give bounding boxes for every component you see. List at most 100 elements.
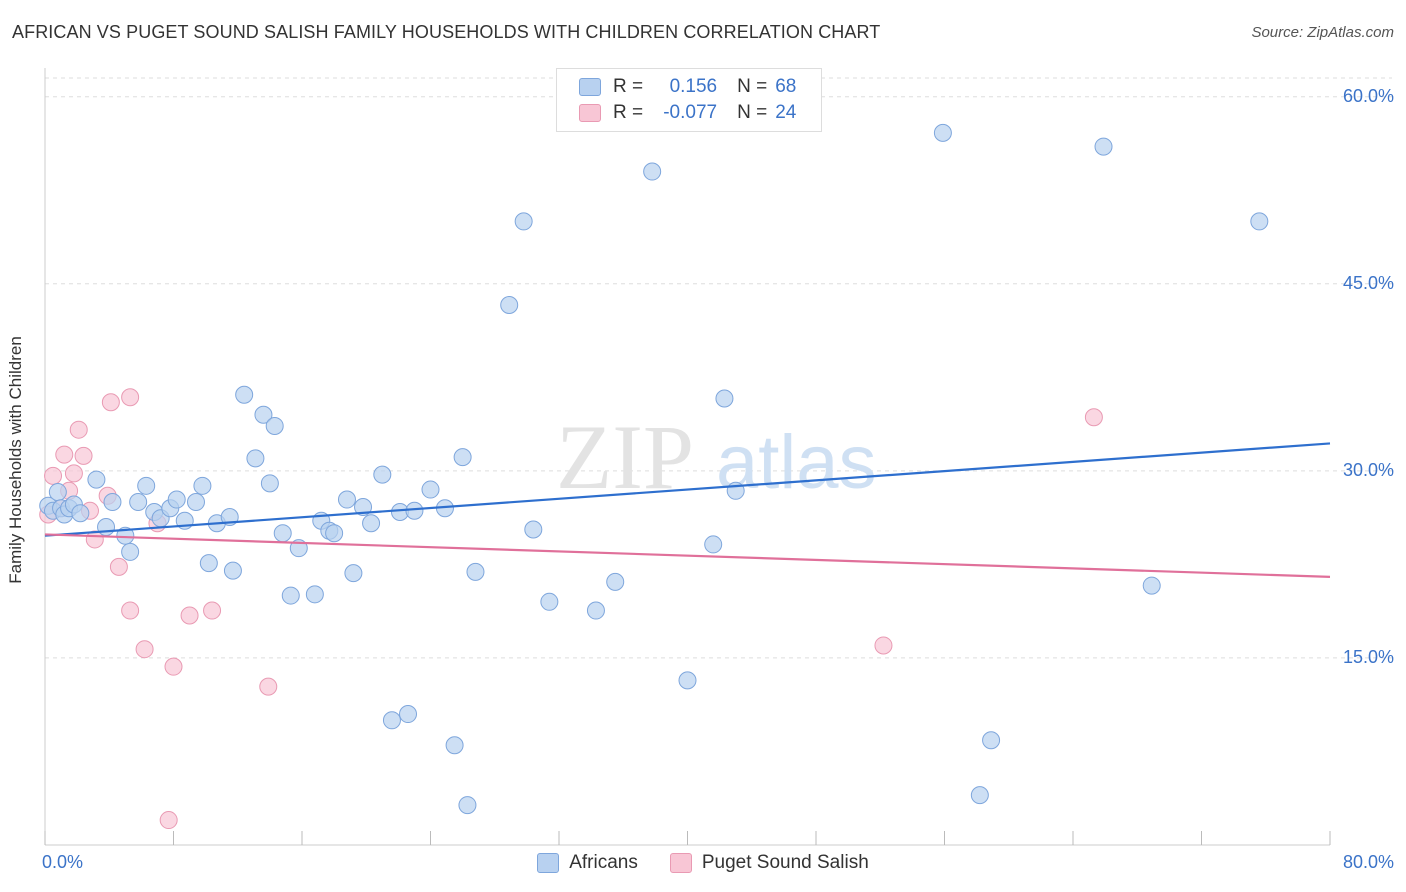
african-point	[121, 542, 140, 561]
african-point	[373, 465, 392, 484]
african-point	[48, 483, 67, 502]
african-point	[199, 554, 218, 573]
legend-row-africans: R = 0.156 N = 68	[579, 75, 796, 99]
salish-legend-swatch	[669, 853, 692, 873]
source-label: Source: ZipAtlas.com	[1251, 24, 1394, 41]
salish-point	[874, 636, 893, 655]
african-point	[254, 405, 273, 424]
legend-n-label: N =	[737, 76, 768, 97]
african-point	[281, 586, 300, 605]
salish-point	[55, 445, 74, 464]
salish-point	[180, 606, 199, 625]
african-point	[405, 501, 424, 520]
salish-swatch	[579, 104, 601, 122]
african-point	[453, 448, 472, 467]
salish-point	[1084, 408, 1103, 427]
african-point	[1250, 212, 1269, 231]
african-point	[193, 476, 212, 495]
y-tick-label: 15.0%	[1342, 646, 1394, 667]
watermark: ZIP atlas	[556, 406, 877, 508]
african-point	[87, 470, 106, 489]
african-point	[137, 476, 156, 495]
salish-legend-label: Puget Sound Salish	[701, 852, 869, 873]
african-point	[325, 524, 344, 543]
watermark-zip: ZIP	[556, 406, 694, 508]
salish-n-value: 24	[775, 102, 797, 123]
africans-swatch	[579, 78, 601, 96]
african-point	[71, 504, 90, 523]
african-point	[116, 526, 135, 545]
salish-point	[135, 640, 154, 659]
african-point	[167, 490, 186, 509]
african-point	[421, 480, 440, 499]
chart-title: AFRICAN VS PUGET SOUND SALISH FAMILY HOU…	[12, 22, 881, 42]
series-legend: Africans Puget Sound Salish	[0, 852, 1406, 874]
africans-n-value: 68	[775, 76, 797, 97]
salish-point	[164, 657, 183, 676]
legend-row-salish: R = -0.077 N = 24	[579, 101, 796, 125]
salish-point	[64, 464, 83, 483]
african-point	[458, 796, 477, 815]
african-point	[586, 601, 605, 620]
salish-trend-line	[44, 533, 1331, 578]
african-point	[103, 493, 122, 512]
x-tick-max: 80.0%	[1342, 852, 1394, 872]
african-point	[540, 592, 559, 611]
salish-point	[203, 601, 222, 620]
african-point	[970, 786, 989, 805]
african-point	[362, 514, 381, 533]
african-point	[235, 385, 254, 404]
salish-point	[121, 388, 140, 407]
african-point	[1142, 576, 1161, 595]
salish-point	[69, 420, 88, 439]
african-point	[445, 736, 464, 755]
legend-n-label: N =	[737, 102, 768, 123]
african-point	[678, 671, 697, 690]
africans-legend-swatch	[537, 853, 560, 873]
african-point	[246, 449, 265, 468]
african-point	[305, 585, 324, 604]
africans-trend-line	[44, 442, 1331, 537]
x-tick-min: 0.0%	[42, 852, 84, 872]
axes	[44, 68, 1331, 846]
african-point	[514, 212, 533, 231]
legend-item-salish: Puget Sound Salish	[669, 852, 869, 874]
african-point	[273, 524, 292, 543]
salish-point	[159, 811, 178, 830]
african-point	[382, 711, 401, 730]
african-point	[524, 520, 543, 539]
legend-r-label: R =	[613, 102, 644, 123]
african-point	[982, 731, 1001, 750]
salish-point	[121, 601, 140, 620]
legend-r-label: R =	[613, 76, 644, 97]
grid-lines	[45, 77, 1392, 659]
african-point	[129, 493, 148, 512]
data-points	[39, 123, 1269, 830]
african-point	[337, 490, 356, 509]
african-point	[715, 389, 734, 408]
african-point	[354, 498, 373, 517]
african-point	[186, 493, 205, 512]
salish-point	[259, 677, 278, 696]
african-point	[97, 517, 116, 536]
y-axis-label: Family Households with Children	[6, 336, 25, 584]
african-point	[344, 564, 363, 583]
salish-point	[101, 393, 120, 412]
african-point	[704, 535, 723, 554]
african-point	[265, 416, 284, 435]
african-point	[500, 295, 519, 314]
y-tick-label: 30.0%	[1342, 459, 1394, 480]
african-point	[223, 561, 242, 580]
salish-point	[109, 557, 128, 576]
y-tick-label: 45.0%	[1342, 272, 1394, 293]
african-point	[260, 474, 279, 493]
african-point	[933, 123, 952, 142]
salish-point	[74, 446, 93, 465]
salish-r-value: -0.077	[663, 102, 718, 123]
correlation-legend: R = 0.156 N = 68 R = -0.077 N = 24	[556, 68, 822, 132]
africans-legend-label: Africans	[569, 852, 638, 873]
legend-item-africans: Africans	[537, 852, 638, 874]
y-tick-label: 60.0%	[1342, 85, 1394, 106]
african-point	[1094, 137, 1113, 156]
